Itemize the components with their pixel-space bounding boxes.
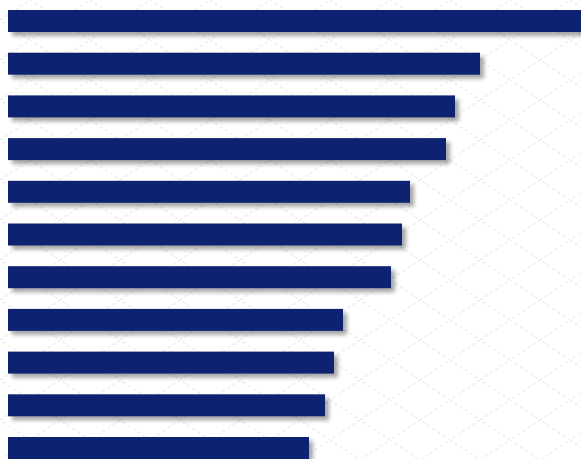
bars — [8, 10, 581, 459]
bar — [8, 180, 410, 203]
bar — [8, 10, 581, 32]
bar — [8, 52, 480, 75]
bar — [8, 95, 455, 118]
bar — [8, 266, 391, 289]
bar — [8, 437, 309, 459]
bar — [8, 138, 446, 161]
bar — [8, 394, 325, 417]
bar — [8, 351, 334, 374]
bar — [8, 223, 402, 246]
bar — [8, 308, 343, 331]
